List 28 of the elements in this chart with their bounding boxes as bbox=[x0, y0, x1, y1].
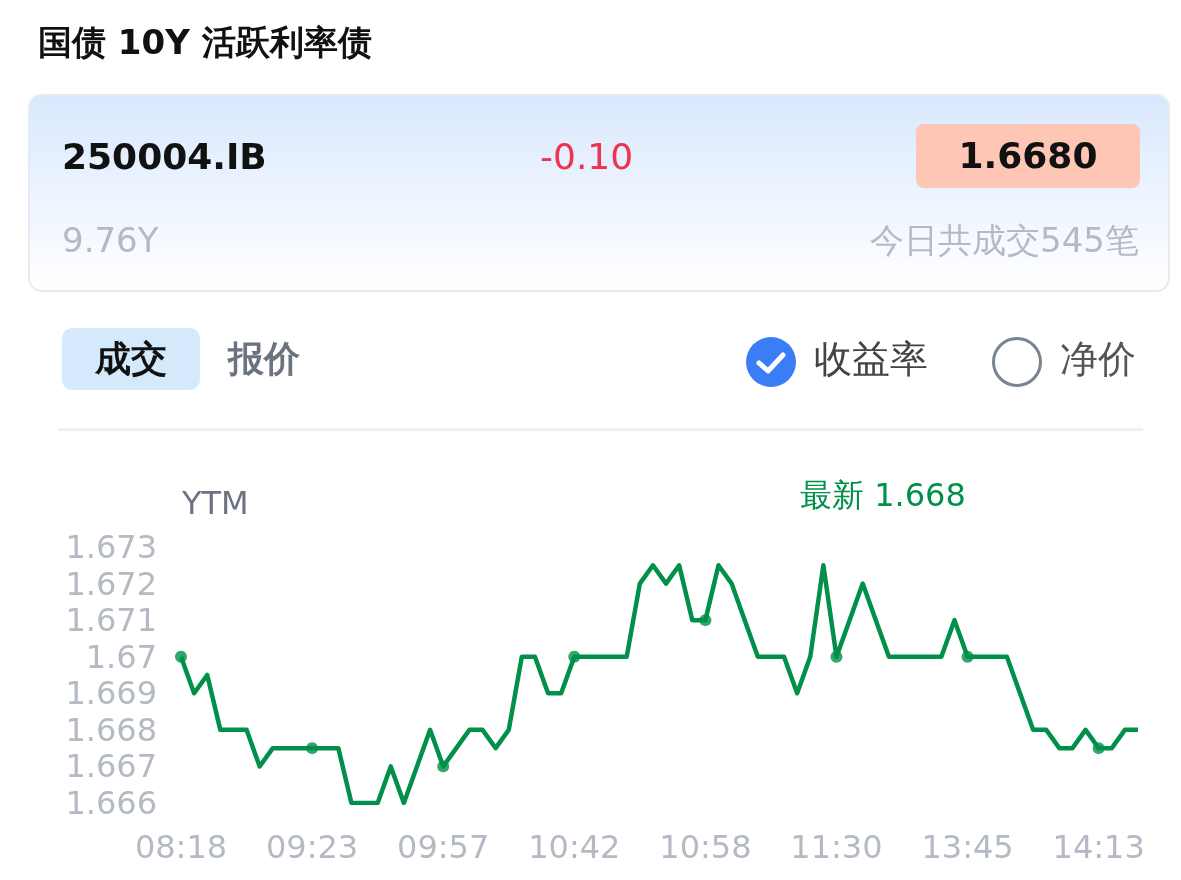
text: 收益率 bbox=[814, 336, 928, 383]
text: 报价 bbox=[228, 337, 300, 381]
x-tick-label: 09:57 bbox=[397, 828, 490, 866]
y-axis-title: YTM bbox=[182, 484, 249, 522]
y-tick-label: 1.672 bbox=[65, 564, 157, 603]
y-tick-label: 1.668 bbox=[65, 710, 157, 749]
x-tick-label: 08:18 bbox=[134, 828, 228, 866]
text: -0.10 bbox=[540, 136, 634, 177]
y-tick-label: 1.671 bbox=[65, 601, 157, 640]
text: 250004.IB bbox=[62, 136, 267, 177]
y-tick-label: 1.67 bbox=[85, 637, 157, 676]
x-tick-label: 13:45 bbox=[921, 828, 1014, 866]
y-tick-label: 1.673 bbox=[65, 528, 157, 566]
text: 净价 bbox=[1060, 336, 1136, 383]
text: 今日共成交545笔 bbox=[870, 219, 1139, 262]
text: 9.76Y bbox=[62, 220, 159, 260]
y-tick-label: 1.666 bbox=[65, 784, 157, 822]
y-tick-label: 1.667 bbox=[65, 747, 157, 786]
x-tick-label: 14:13 bbox=[1052, 828, 1145, 866]
x-tick-label: 11:30 bbox=[790, 828, 883, 866]
x-tick-label: 09:23 bbox=[265, 828, 359, 866]
text: 成交 bbox=[62, 328, 200, 390]
chart-title: 国债 10Y 活跃利率债 bbox=[38, 21, 372, 64]
x-tick-label: 10:58 bbox=[659, 828, 752, 866]
y-tick-label: 1.669 bbox=[65, 674, 157, 713]
text: 1.6680 bbox=[916, 124, 1140, 188]
text: 最新 1.668 bbox=[800, 475, 966, 516]
x-tick-label: 10:42 bbox=[528, 828, 621, 866]
